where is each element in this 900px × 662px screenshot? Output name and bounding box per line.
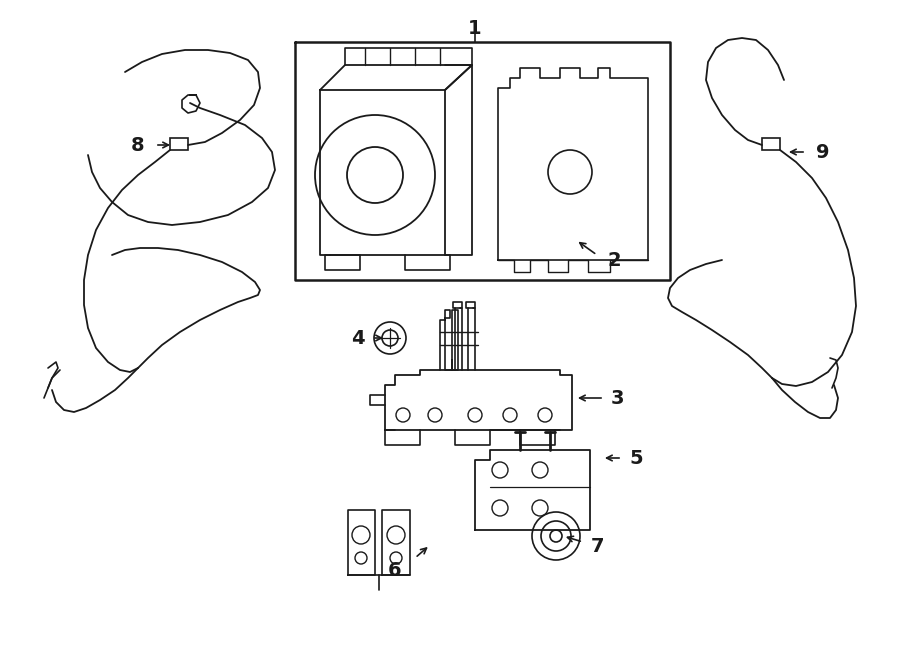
Text: 6: 6	[388, 561, 401, 579]
Bar	[170, 138, 188, 150]
Text: 2: 2	[608, 250, 621, 269]
Text: 8: 8	[131, 136, 145, 154]
Bar	[762, 138, 780, 150]
Text: 7: 7	[591, 538, 605, 557]
Text: 4: 4	[351, 328, 364, 348]
Text: 1: 1	[468, 19, 482, 38]
Text: 5: 5	[629, 448, 643, 467]
Text: 3: 3	[610, 389, 624, 408]
Text: 9: 9	[816, 142, 830, 162]
